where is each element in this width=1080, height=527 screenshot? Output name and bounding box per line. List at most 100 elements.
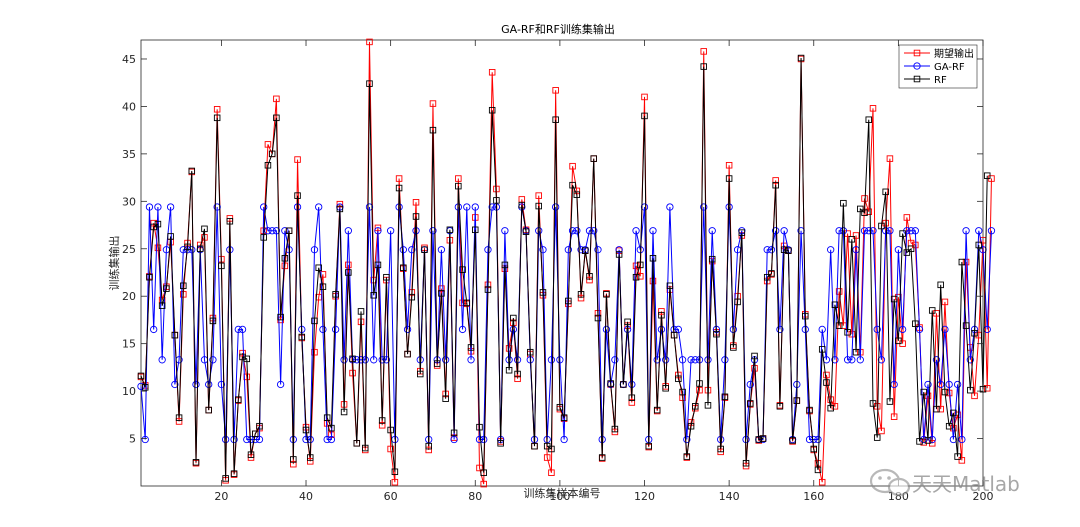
data-point xyxy=(565,297,572,305)
data-point xyxy=(450,435,458,444)
legend-entry: 期望输出 xyxy=(904,47,974,60)
data-point xyxy=(915,325,924,334)
data-point xyxy=(311,348,318,356)
data-point xyxy=(814,466,822,474)
data-point xyxy=(818,478,826,486)
data-point xyxy=(501,261,509,269)
plot-area: 20 40 60 80 100 120 140 160 180 200 5101520253035… xyxy=(122,38,996,503)
data-point xyxy=(975,227,983,235)
data-point xyxy=(383,273,390,281)
data-point xyxy=(860,227,869,235)
data-point xyxy=(403,325,412,334)
data-point xyxy=(628,394,636,401)
data-point xyxy=(387,426,394,434)
data-point xyxy=(476,423,483,431)
data-point xyxy=(273,114,280,122)
data-point xyxy=(446,226,454,234)
data-point xyxy=(328,424,335,432)
data-point xyxy=(488,106,496,114)
data-point xyxy=(835,322,843,329)
data-point xyxy=(226,217,234,225)
data-point xyxy=(920,435,928,444)
data-point xyxy=(742,459,750,467)
data-point xyxy=(188,167,196,175)
data-point xyxy=(425,442,432,450)
data-point xyxy=(209,317,217,325)
data-point xyxy=(928,435,936,444)
data-point xyxy=(315,203,323,211)
data-point xyxy=(692,403,699,410)
data-point xyxy=(433,360,441,367)
data-point xyxy=(895,337,902,345)
data-point xyxy=(569,181,576,189)
data-point xyxy=(493,197,500,204)
legend-marker xyxy=(913,75,921,83)
data-point xyxy=(725,175,733,182)
data-point xyxy=(527,348,534,356)
data-point xyxy=(945,380,953,389)
data-point xyxy=(861,209,868,216)
data-point xyxy=(382,356,391,364)
data-point xyxy=(780,227,788,235)
data-point xyxy=(785,247,792,254)
data-point xyxy=(218,262,225,270)
data-point xyxy=(285,227,293,234)
data-point xyxy=(302,426,310,434)
data-point xyxy=(332,291,339,298)
data-point xyxy=(810,435,818,444)
data-point xyxy=(145,203,154,211)
data-point xyxy=(674,325,683,334)
series-layer xyxy=(137,38,996,488)
data-point xyxy=(950,409,957,417)
data-point xyxy=(319,283,327,290)
data-point xyxy=(560,435,568,444)
data-point xyxy=(408,246,416,254)
data-point xyxy=(167,233,174,240)
data-point xyxy=(391,468,399,476)
data-point xyxy=(531,442,538,450)
data-point xyxy=(950,424,957,432)
data-point xyxy=(823,379,830,386)
data-point xyxy=(327,435,336,444)
x-axis-label: 训练集样本编号 xyxy=(524,486,601,500)
data-point xyxy=(713,330,720,338)
data-point xyxy=(459,266,466,273)
data-point xyxy=(704,402,712,409)
data-point xyxy=(192,380,200,389)
watermark-text: 天天Matlab xyxy=(912,472,1020,496)
data-point xyxy=(666,203,674,211)
data-point xyxy=(395,184,403,192)
data-point xyxy=(666,282,674,290)
legend-entry: GA-RF xyxy=(904,62,965,73)
data-point xyxy=(924,437,932,444)
data-point xyxy=(497,440,504,447)
data-point xyxy=(683,453,691,460)
data-point xyxy=(721,393,729,401)
data-point xyxy=(264,141,272,148)
data-point xyxy=(391,478,399,486)
data-point xyxy=(213,114,221,122)
data-point xyxy=(869,227,877,235)
data-point xyxy=(780,242,788,250)
data-point xyxy=(429,126,437,134)
data-point xyxy=(937,281,944,289)
x-tick-label: 20 xyxy=(214,490,228,503)
data-point xyxy=(848,236,856,243)
data-point xyxy=(683,435,691,444)
data-point xyxy=(239,353,246,361)
data-point xyxy=(678,356,687,364)
data-point xyxy=(455,182,462,190)
data-point xyxy=(763,273,771,281)
data-point xyxy=(641,112,648,120)
data-point xyxy=(480,469,487,476)
data-point xyxy=(438,290,445,297)
data-point xyxy=(362,444,369,452)
data-point xyxy=(577,246,585,254)
data-point xyxy=(937,405,944,413)
data-point xyxy=(971,329,978,337)
data-point xyxy=(653,356,661,364)
data-point xyxy=(412,199,420,206)
data-point xyxy=(620,381,627,388)
data-point xyxy=(150,325,158,334)
